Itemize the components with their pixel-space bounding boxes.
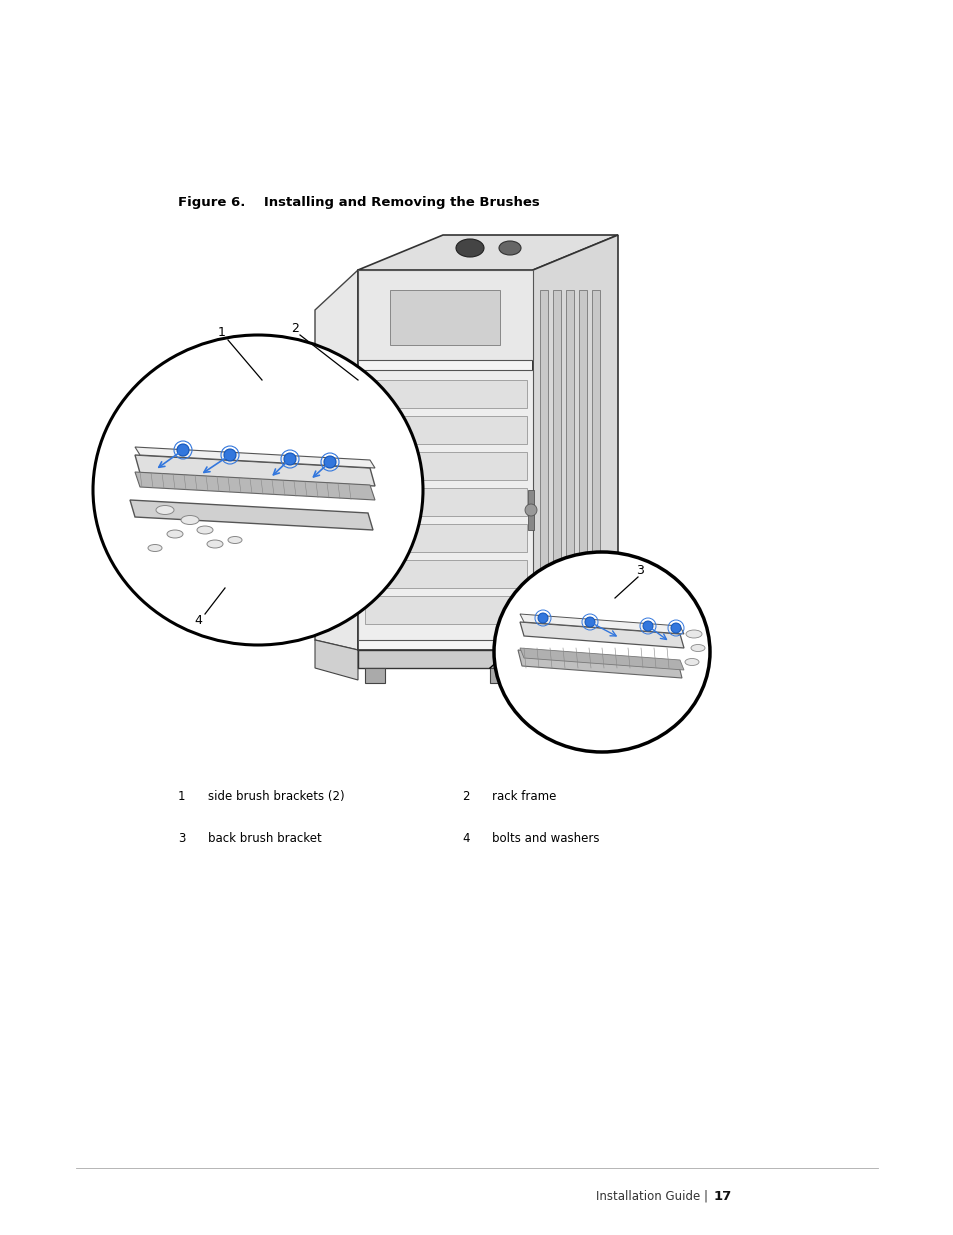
Ellipse shape — [494, 552, 709, 752]
Circle shape — [524, 504, 537, 516]
Bar — [539, 290, 547, 620]
Ellipse shape — [456, 240, 483, 257]
Text: 3: 3 — [636, 563, 643, 577]
Bar — [365, 524, 526, 552]
Bar — [365, 668, 385, 683]
Ellipse shape — [156, 505, 173, 515]
Bar — [390, 290, 499, 345]
Text: 1: 1 — [178, 790, 185, 803]
Bar — [357, 270, 533, 359]
Bar — [527, 490, 534, 530]
Bar — [357, 650, 533, 668]
Bar — [357, 370, 533, 640]
Bar — [365, 597, 526, 624]
Circle shape — [284, 453, 295, 466]
Polygon shape — [519, 614, 683, 634]
Circle shape — [224, 450, 235, 461]
Polygon shape — [314, 270, 357, 650]
Ellipse shape — [228, 536, 242, 543]
Text: Figure 6.    Installing and Removing the Brushes: Figure 6. Installing and Removing the Br… — [178, 196, 539, 209]
Bar — [490, 668, 510, 683]
Polygon shape — [130, 500, 373, 530]
Polygon shape — [135, 472, 375, 500]
Polygon shape — [519, 622, 683, 648]
Bar — [578, 290, 586, 620]
Polygon shape — [517, 650, 681, 678]
Ellipse shape — [207, 540, 223, 548]
Text: 2: 2 — [461, 790, 469, 803]
Ellipse shape — [167, 530, 183, 538]
Polygon shape — [533, 615, 618, 668]
Text: 3: 3 — [178, 832, 185, 845]
Text: 1: 1 — [218, 326, 226, 338]
Circle shape — [177, 445, 189, 456]
Circle shape — [537, 613, 547, 622]
Bar — [365, 452, 526, 480]
Circle shape — [670, 622, 680, 634]
Polygon shape — [357, 235, 618, 270]
Circle shape — [584, 618, 595, 627]
Circle shape — [324, 456, 335, 468]
Polygon shape — [135, 454, 375, 487]
Text: 2: 2 — [291, 321, 298, 335]
Ellipse shape — [684, 658, 699, 666]
Ellipse shape — [181, 515, 199, 525]
Text: |: | — [703, 1191, 707, 1203]
Ellipse shape — [148, 545, 162, 552]
Ellipse shape — [196, 526, 213, 534]
Ellipse shape — [690, 645, 704, 652]
Polygon shape — [533, 235, 618, 650]
Text: rack frame: rack frame — [492, 790, 556, 803]
Polygon shape — [314, 640, 357, 680]
Bar — [365, 380, 526, 408]
Bar — [365, 488, 526, 516]
Text: side brush brackets (2): side brush brackets (2) — [208, 790, 344, 803]
Bar — [565, 290, 574, 620]
Bar — [553, 290, 560, 620]
Polygon shape — [519, 648, 683, 671]
Text: back brush bracket: back brush bracket — [208, 832, 321, 845]
Polygon shape — [135, 447, 375, 468]
Bar — [365, 559, 526, 588]
Text: 4: 4 — [193, 614, 202, 626]
Text: bolts and washers: bolts and washers — [492, 832, 598, 845]
Text: 4: 4 — [461, 832, 469, 845]
Ellipse shape — [498, 241, 520, 254]
Bar — [592, 290, 599, 620]
Text: 17: 17 — [713, 1191, 732, 1203]
Text: Installation Guide: Installation Guide — [595, 1191, 700, 1203]
Ellipse shape — [92, 335, 422, 645]
Polygon shape — [290, 571, 359, 608]
Bar — [357, 270, 533, 650]
Ellipse shape — [685, 630, 701, 638]
Bar — [365, 416, 526, 445]
Circle shape — [642, 621, 652, 631]
